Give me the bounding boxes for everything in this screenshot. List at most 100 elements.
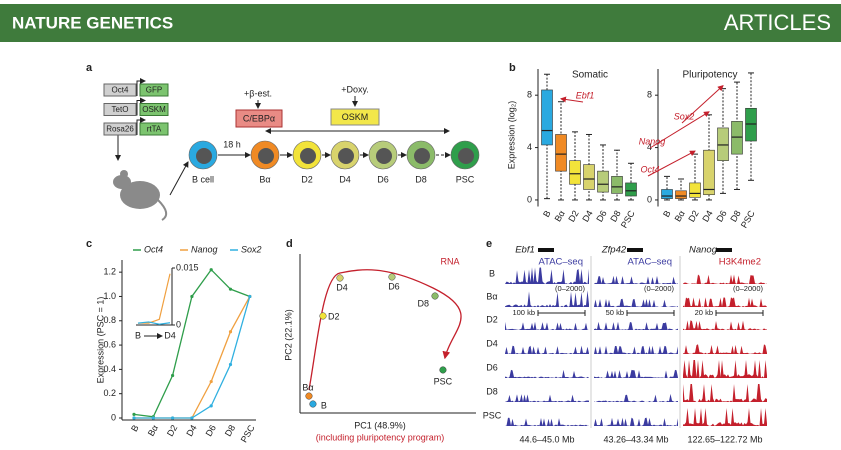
series-line: [134, 296, 251, 419]
nucleus: [300, 148, 316, 164]
box: [717, 127, 729, 161]
point: [228, 330, 233, 334]
point-label: Bα: [302, 382, 313, 392]
range-label: (0–2000): [733, 284, 764, 293]
signal-track: [505, 321, 589, 330]
signal-track: [683, 384, 767, 402]
annotation-arrow: [649, 111, 710, 149]
signal-track: [594, 345, 678, 354]
point: [132, 412, 136, 416]
construct-box: [103, 122, 137, 136]
nucleus: [338, 148, 354, 164]
gene-label: Zfp42: [601, 245, 627, 256]
panel-label: b: [509, 62, 516, 74]
annotation: Nanog: [639, 136, 666, 146]
point: [228, 362, 233, 367]
annotation: Ebf1: [576, 90, 595, 100]
x-tick-label: B: [661, 209, 673, 219]
x-tick-label: Bα: [553, 209, 567, 224]
point: [209, 379, 213, 384]
signal-track: [683, 360, 767, 378]
y-tick-label: 4: [647, 142, 652, 152]
point-label: PSC: [434, 376, 453, 386]
plot-title: Pluripotency: [682, 70, 737, 81]
x-tick-label: D8: [728, 209, 742, 224]
signal-track: [505, 345, 589, 354]
signal-track: [505, 267, 589, 284]
point: [171, 373, 175, 378]
cell-label: D2: [301, 174, 313, 184]
box: [661, 189, 673, 199]
box: [703, 149, 715, 196]
assay-label: ATAC–seq: [627, 257, 672, 268]
y-tick-label: 4: [527, 142, 532, 152]
point-label: D4: [336, 282, 348, 292]
annotation: Oct4: [640, 164, 659, 174]
y-axis-label: Expression (log₂): [506, 101, 516, 170]
cell-label: D6: [377, 174, 389, 184]
gene-model: [538, 248, 554, 252]
treatment-label: +Doxy.: [341, 84, 369, 94]
nucleus: [376, 148, 392, 164]
header-bar: [0, 4, 841, 42]
y-tick-label: 0: [176, 319, 181, 329]
construct-label: rtTA: [147, 125, 162, 134]
plot-title: Somatic: [572, 70, 608, 81]
x-tick-label: B: [541, 209, 553, 219]
point: [209, 268, 213, 272]
construct-label: TetO: [112, 105, 129, 114]
treatment-label: +β-est.: [244, 88, 272, 98]
signal-track: [683, 320, 767, 330]
construct-box: [139, 122, 169, 136]
assay-label: H3K4me2: [719, 257, 761, 268]
point-label: D2: [328, 311, 340, 321]
chart-title: RNA: [440, 256, 459, 266]
gene-model: [716, 248, 732, 252]
x-axis-sublabel: (including pluripotency program): [316, 432, 445, 442]
panel-label: e: [486, 238, 492, 250]
x-tick-label: PSC: [239, 423, 257, 444]
signal-track: [594, 417, 678, 426]
box: [745, 107, 757, 142]
x-tick-label: D2: [686, 209, 700, 224]
scale-bar: [537, 310, 586, 316]
scale-bar: [715, 310, 764, 316]
x-tick-label: D8: [608, 209, 622, 224]
coords-label: 44.6–45.0 Mb: [519, 434, 574, 444]
x-tick-label: B: [135, 330, 141, 340]
row-label: D8: [486, 386, 498, 396]
signal-track: [683, 408, 767, 426]
cebpa-label: C/EBPα: [243, 113, 275, 123]
row-label: D6: [486, 362, 498, 372]
x-tick-label: D4: [580, 209, 594, 224]
y-tick-label: 0: [527, 194, 532, 204]
construct-label: Rosa26: [106, 125, 134, 134]
signal-track: [505, 290, 589, 307]
oskm-label: OSKM: [342, 112, 369, 122]
nucleus: [414, 148, 430, 164]
promoter-arrow: [136, 97, 146, 116]
y-tick-label: 1.2: [103, 267, 116, 277]
point: [228, 287, 233, 291]
row-label: PSC: [483, 410, 502, 420]
signal-track: [505, 369, 589, 378]
range-label: (0–2000): [555, 284, 586, 293]
scale-label: 20 kb: [695, 308, 713, 317]
construct-label: OSKM: [142, 105, 166, 114]
signal-track: [683, 344, 767, 354]
legend-label: Oct4: [144, 244, 163, 254]
point: [439, 366, 447, 374]
y-tick-label: 0.4: [103, 364, 116, 374]
x-tick-label: B: [129, 423, 141, 433]
point: [431, 292, 439, 300]
point: [132, 416, 136, 420]
x-tick-label: D4: [164, 330, 176, 340]
cell-label: PSC: [456, 174, 475, 184]
point: [209, 404, 213, 408]
signal-track: [683, 274, 767, 284]
cell-label: Bα: [259, 174, 270, 184]
scale-label: 100 kb: [512, 308, 535, 317]
cebpa-box: [235, 109, 283, 128]
scale-label: 50 kb: [606, 308, 624, 317]
gene-label: Nanog: [689, 245, 718, 256]
